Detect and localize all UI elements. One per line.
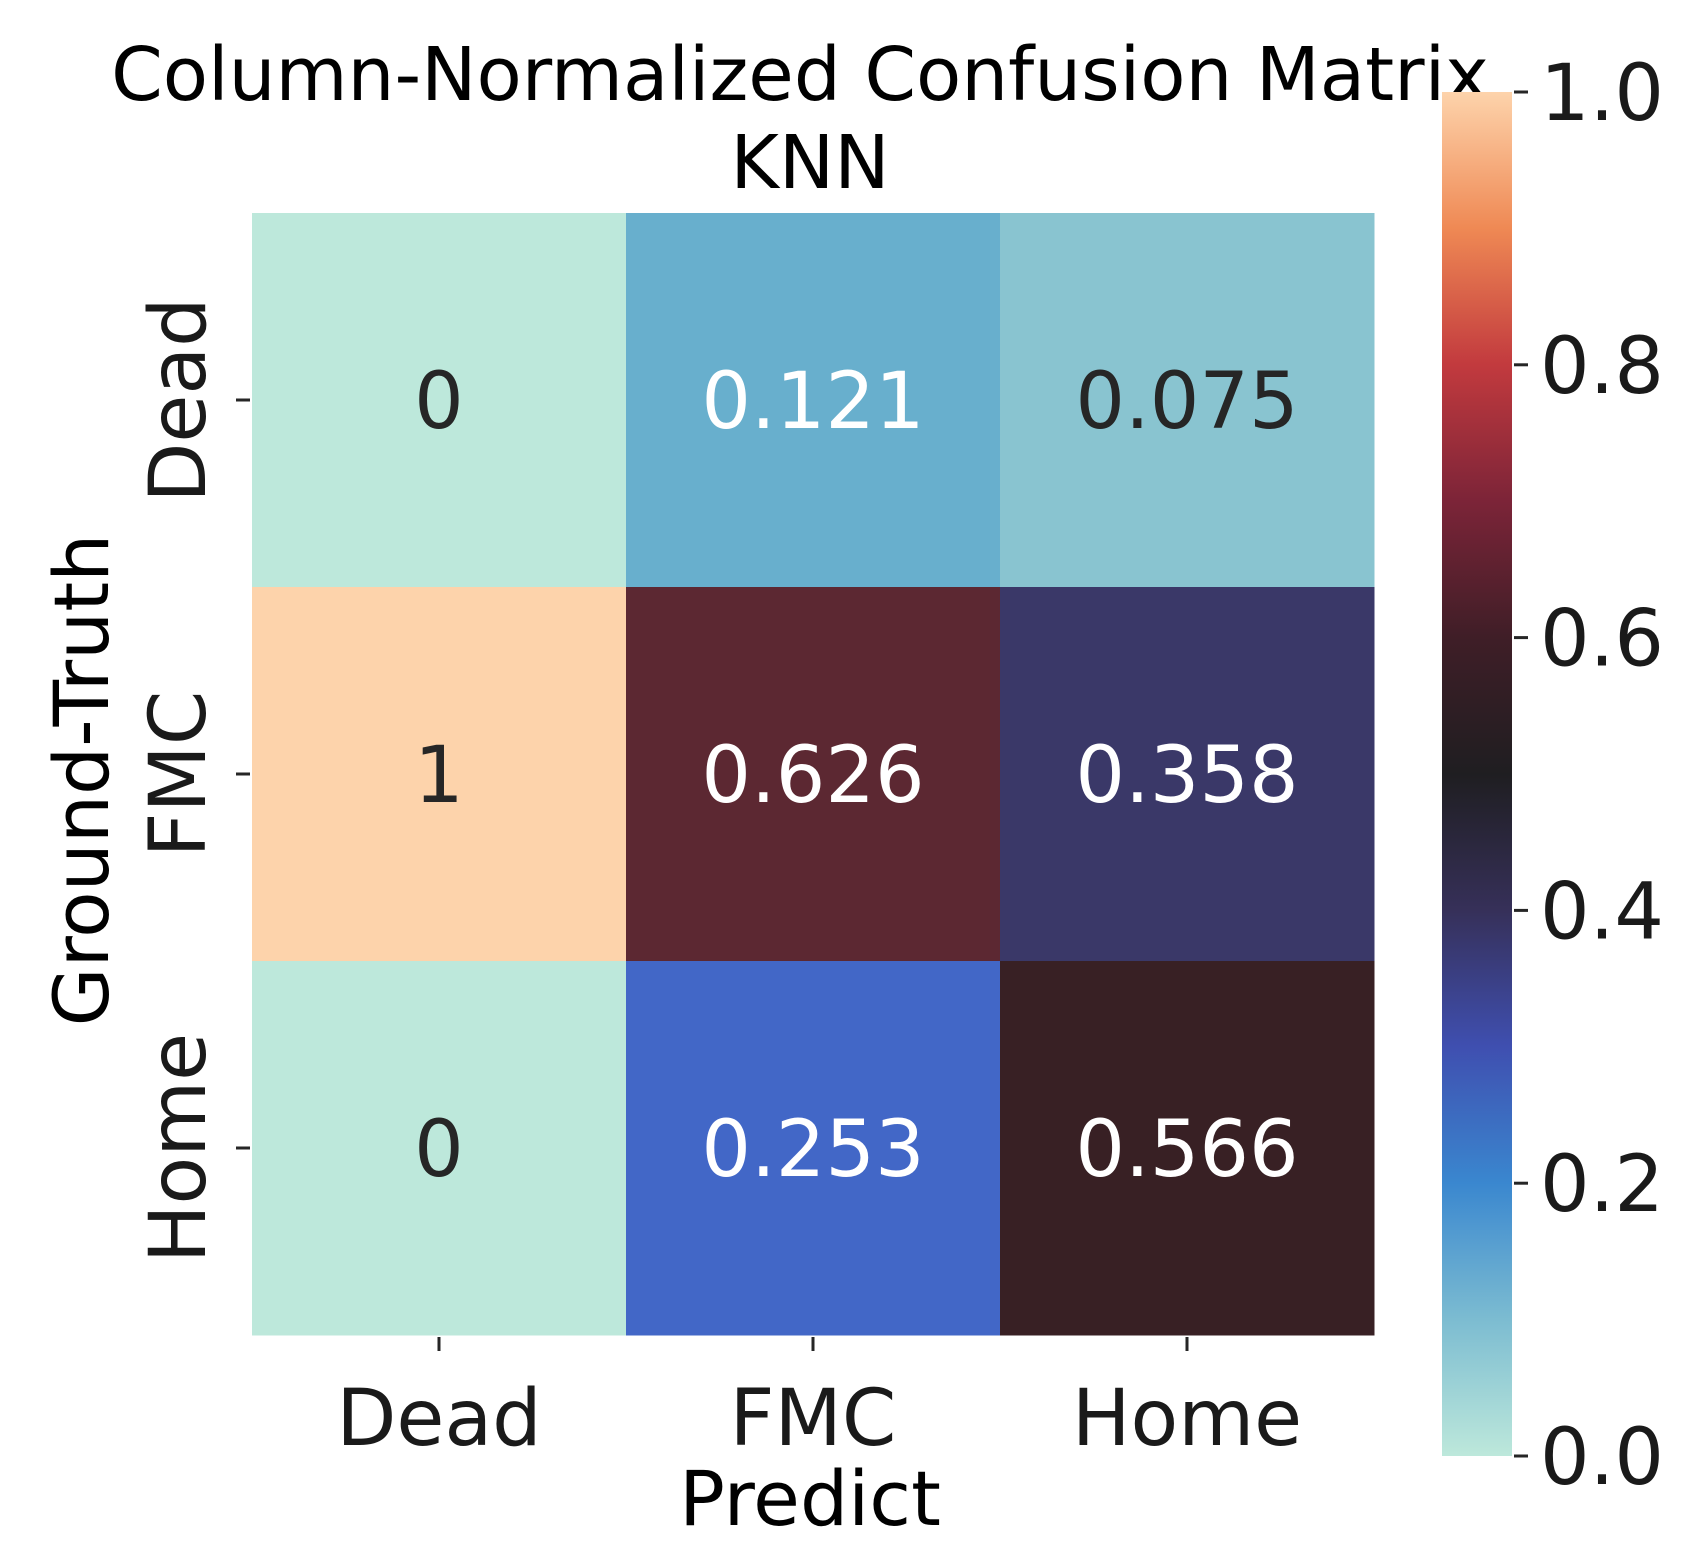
colorbar-tick-label: 0.4 xyxy=(1540,867,1664,957)
x-axis-ticks: Dead FMC Home xyxy=(336,1337,1302,1464)
cell-value-label: 0.626 xyxy=(701,731,924,821)
cell-value-label: 0 xyxy=(414,357,464,447)
cell-value-label: 0.358 xyxy=(1075,731,1298,821)
x-tick-label: Dead xyxy=(336,1374,541,1464)
colorbar-tick-label: 0.8 xyxy=(1540,322,1664,412)
heatmap-cell xyxy=(1000,587,1375,962)
y-tick-label: Home xyxy=(134,1033,224,1263)
y-axis-ticks: Dead FMC Home xyxy=(134,297,250,1263)
y-axis-label: Ground-Truth xyxy=(37,534,126,1027)
colorbar-tick-label: 0.2 xyxy=(1540,1140,1664,1230)
heatmap-cell xyxy=(252,961,627,1336)
colorbar-tick-label: 0.0 xyxy=(1540,1413,1664,1503)
colorbar-tick-label: 0.6 xyxy=(1540,595,1664,685)
x-tick-label: FMC xyxy=(730,1374,897,1464)
cell-value-label: 0 xyxy=(414,1105,464,1195)
colorbar xyxy=(1442,92,1512,1456)
heatmap-cell xyxy=(1000,961,1375,1336)
cell-value-label: 0.566 xyxy=(1075,1105,1298,1195)
colorbar-ticks: 0.0 0.2 0.4 0.6 0.8 1.0 xyxy=(1514,49,1664,1503)
cell-value-label: 0.253 xyxy=(701,1105,924,1195)
cell-value-label: 1 xyxy=(414,731,464,821)
y-tick-label: Dead xyxy=(134,297,224,502)
x-tick-label: Home xyxy=(1072,1374,1302,1464)
chart-subtitle: KNN xyxy=(730,120,889,206)
cell-value-label: 0.121 xyxy=(701,357,924,447)
heatmap-cell xyxy=(626,587,1001,962)
heatmap-cell xyxy=(252,213,627,588)
y-tick-label: FMC xyxy=(134,691,224,858)
colorbar-tick-label: 1.0 xyxy=(1540,49,1664,139)
x-axis-label: Predict xyxy=(679,1454,941,1543)
heatmap-cell xyxy=(252,587,627,962)
cell-value-label: 0.075 xyxy=(1075,357,1298,447)
heatmap-cell xyxy=(626,213,1001,588)
chart-title: Column-Normalized Confusion Matrix xyxy=(111,32,1489,118)
heatmap-cell xyxy=(1000,213,1375,588)
heatmap-cell xyxy=(626,961,1001,1336)
heatmap-cells: 0 0.121 0.075 1 0.626 0.358 0 0.253 0.566 xyxy=(252,213,1375,1336)
